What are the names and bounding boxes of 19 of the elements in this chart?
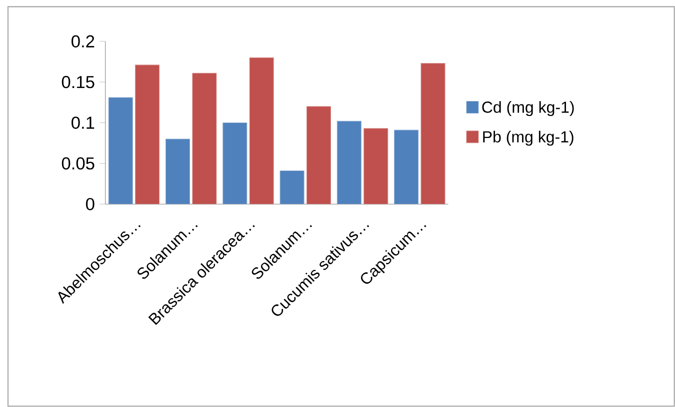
bar <box>192 72 217 204</box>
bar <box>222 122 248 204</box>
bar <box>394 130 419 204</box>
y-tick-label: 0.2 <box>72 35 94 48</box>
y-tick-label: 0.05 <box>62 157 94 170</box>
bar <box>336 120 362 204</box>
bar <box>108 97 133 204</box>
bar <box>135 64 160 204</box>
legend-label: Pb (mg kg-1) <box>483 130 574 146</box>
legend-label: Cd (mg kg-1) <box>482 101 574 116</box>
bar <box>364 128 388 204</box>
bar <box>420 63 446 204</box>
bar <box>306 106 331 204</box>
bar <box>280 170 304 204</box>
y-tick-label: 0 <box>86 198 94 210</box>
bar <box>249 57 274 204</box>
y-tick-label: 0.1 <box>72 116 94 129</box>
y-tick-label: 0.15 <box>62 76 94 88</box>
bar <box>165 138 190 204</box>
